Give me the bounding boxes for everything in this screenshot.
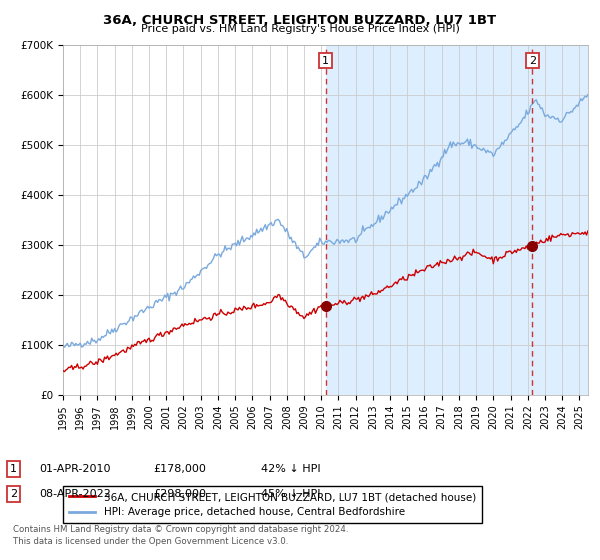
Text: £298,000: £298,000 — [153, 489, 206, 499]
Text: 01-APR-2010: 01-APR-2010 — [39, 464, 110, 474]
Text: 08-APR-2022: 08-APR-2022 — [39, 489, 111, 499]
Text: 45% ↓ HPI: 45% ↓ HPI — [261, 489, 320, 499]
Text: 42% ↓ HPI: 42% ↓ HPI — [261, 464, 320, 474]
Text: 1: 1 — [322, 55, 329, 66]
Bar — [325, 45, 588, 395]
Text: 1: 1 — [10, 464, 17, 474]
Text: 2: 2 — [529, 55, 536, 66]
Text: This data is licensed under the Open Government Licence v3.0.: This data is licensed under the Open Gov… — [13, 537, 289, 546]
Text: Price paid vs. HM Land Registry's House Price Index (HPI): Price paid vs. HM Land Registry's House … — [140, 24, 460, 34]
Text: 2: 2 — [10, 489, 17, 499]
Text: £178,000: £178,000 — [153, 464, 206, 474]
Text: Contains HM Land Registry data © Crown copyright and database right 2024.: Contains HM Land Registry data © Crown c… — [13, 525, 349, 534]
Legend: 36A, CHURCH STREET, LEIGHTON BUZZARD, LU7 1BT (detached house), HPI: Average pri: 36A, CHURCH STREET, LEIGHTON BUZZARD, LU… — [63, 486, 482, 524]
Text: 36A, CHURCH STREET, LEIGHTON BUZZARD, LU7 1BT: 36A, CHURCH STREET, LEIGHTON BUZZARD, LU… — [103, 14, 497, 27]
